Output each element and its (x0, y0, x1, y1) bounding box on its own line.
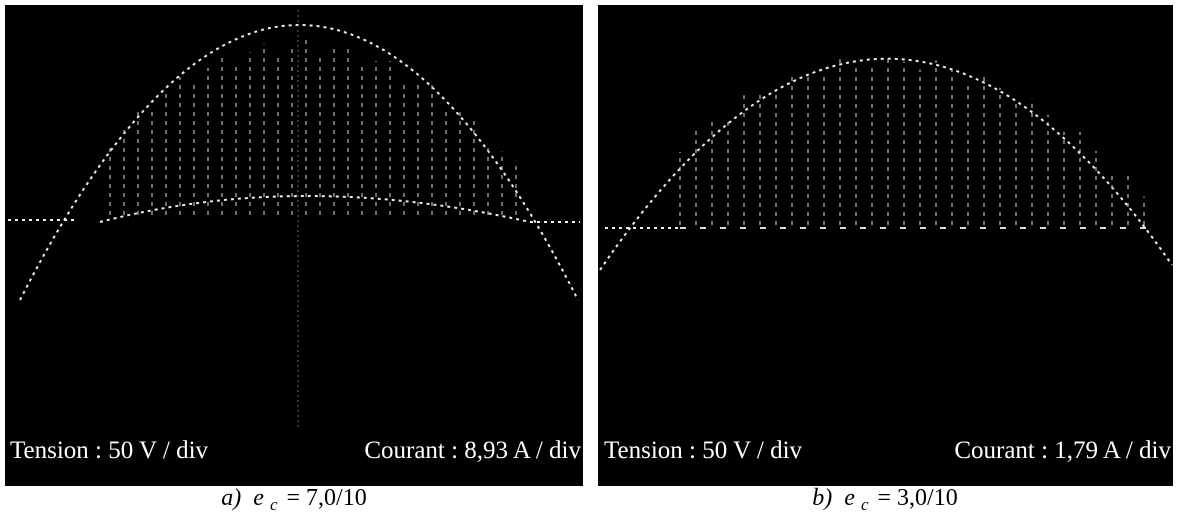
voltage-envelope (19, 24, 579, 301)
caption-value: = 7,0/10 (287, 485, 367, 511)
scope-screen (5, 5, 583, 486)
courant-label: Courant : 8,93 A / div (364, 437, 581, 464)
caption: b) e c = 3,0/10 (812, 485, 957, 514)
caption: a) e c = 7,0/10 (221, 485, 366, 514)
current-envelope (99, 195, 531, 223)
tension-label: Tension : 50 V / div (10, 437, 209, 464)
caption-value: = 3,0/10 (878, 485, 958, 511)
caption-label: b) (812, 485, 832, 511)
tension-label: Tension : 50 V / div (604, 437, 803, 464)
courant-label: Courant : 1,79 A / div (954, 437, 1171, 464)
voltage-envelope (599, 57, 1173, 271)
caption-subscript: c (270, 495, 278, 514)
caption-variable: e (253, 485, 264, 511)
caption-variable: e (844, 485, 855, 511)
caption-subscript: c (861, 495, 869, 514)
scope-screen (598, 5, 1173, 486)
caption-label: a) (221, 485, 241, 511)
